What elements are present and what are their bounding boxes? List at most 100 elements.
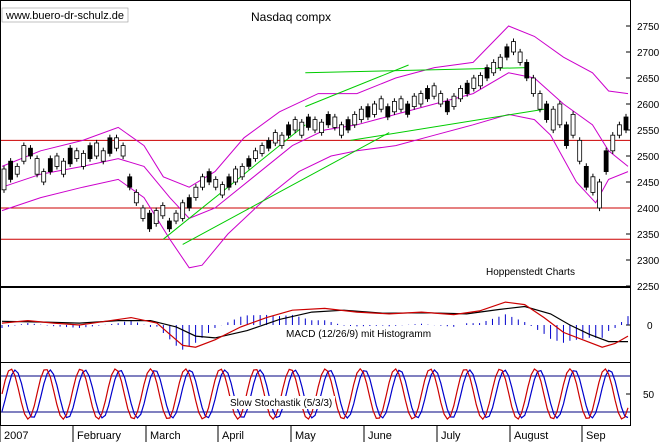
candle-body — [623, 116, 629, 131]
candle-body — [67, 147, 73, 165]
candle-body — [511, 41, 516, 53]
x-axis-label: February — [77, 430, 122, 442]
macd-line — [1, 301, 629, 348]
x-axis-label: May — [295, 430, 316, 442]
candle-body — [292, 119, 298, 131]
x-axis: 2007 February March April May June July August S… — [0, 426, 606, 442]
candle-body — [570, 114, 576, 136]
price-tick-label: 2650 — [637, 74, 660, 85]
candle-body — [577, 139, 583, 162]
watermark: www.buero-dr-schulz.de — [5, 10, 124, 22]
candle-body — [186, 197, 192, 209]
x-axis-label: July — [441, 430, 461, 442]
trendline — [305, 64, 409, 108]
candle-body — [107, 137, 113, 154]
candle-body — [127, 176, 133, 188]
candle-body — [41, 171, 47, 183]
candle-body — [21, 145, 27, 162]
bollinger-bands — [1, 25, 629, 269]
candle-body — [34, 158, 40, 175]
candle-body — [332, 116, 338, 128]
x-axis-label: Sep — [586, 430, 606, 442]
candle-body — [471, 77, 477, 89]
candle-body — [120, 145, 126, 157]
price-tick-label: 2500 — [637, 152, 660, 163]
candle-body — [411, 95, 417, 107]
price-tick-label: 2250 — [637, 282, 660, 293]
price-tick-label: 2550 — [637, 126, 660, 137]
trendline — [305, 67, 528, 74]
macd-signal-line — [1, 305, 628, 343]
candle-body — [464, 82, 470, 94]
candle-body — [87, 145, 93, 160]
candle-body — [491, 62, 497, 74]
stochastic-title: Slow Stochastik (5/3/3) — [230, 398, 332, 409]
candle-body — [140, 207, 146, 219]
candle-body — [160, 204, 166, 217]
candle-body — [299, 121, 305, 136]
candle-body — [603, 150, 609, 173]
candle-body — [286, 124, 291, 136]
candle-body — [153, 210, 159, 225]
candle-body — [378, 98, 384, 110]
candle-body — [385, 106, 391, 118]
candle-body — [305, 116, 311, 128]
candle-body — [444, 101, 450, 113]
price-tick-label: 2700 — [637, 48, 660, 59]
candle-body — [339, 124, 344, 136]
candle-body — [200, 176, 205, 188]
trendline — [182, 132, 390, 245]
watermark-background — [1, 7, 129, 23]
stochastic-tick-label: 50 — [643, 390, 655, 401]
x-axis-label: 2007 — [4, 430, 28, 442]
candle-body — [484, 67, 490, 79]
price-tick-marks — [626, 25, 631, 287]
candle-body — [28, 147, 33, 157]
macd-panel-frame — [0, 287, 631, 363]
price-tick-label: 2350 — [637, 230, 660, 241]
candle-body — [319, 121, 325, 133]
candle-body — [94, 142, 100, 157]
candle-body — [358, 108, 364, 120]
x-axis-label: August — [514, 430, 548, 442]
candle-body — [352, 114, 358, 126]
candle-body — [597, 181, 602, 209]
source-label: Hoppenstedt Charts — [486, 267, 575, 278]
candle-body — [147, 212, 152, 230]
candle-body — [425, 88, 430, 100]
candle-body — [583, 165, 589, 188]
candle-body — [517, 51, 523, 63]
candle-body — [54, 155, 60, 167]
bollinger-lower — [1, 113, 629, 269]
candle-body — [253, 150, 258, 160]
candle-body — [325, 114, 331, 126]
candle-body — [272, 132, 278, 144]
candle-body — [345, 119, 351, 131]
trendline — [350, 108, 545, 141]
candle-body — [193, 186, 199, 198]
candle-body — [219, 184, 225, 196]
candle-body — [530, 77, 536, 94]
candle-body — [557, 103, 563, 126]
candle-body — [100, 150, 106, 162]
candle-body — [173, 212, 179, 222]
candle-body — [226, 176, 232, 188]
candle-body — [544, 103, 549, 120]
candle-body — [564, 124, 569, 147]
x-axis-label: April — [222, 430, 244, 442]
price-tick-label: 2600 — [637, 100, 660, 111]
candle-body — [312, 119, 318, 131]
bollinger-upper — [1, 25, 629, 188]
candle-body — [372, 103, 377, 115]
candle-body — [616, 124, 622, 136]
candle-body — [61, 160, 66, 175]
candle-body — [451, 95, 457, 107]
chart-title: Nasdaq compx — [251, 10, 331, 24]
macd-tick-label: 0 — [647, 321, 653, 332]
candle-body — [213, 178, 219, 188]
candle-body — [497, 56, 503, 69]
candle-body — [81, 152, 86, 167]
stochastic-title-background — [229, 396, 335, 409]
candle-body — [167, 220, 172, 230]
